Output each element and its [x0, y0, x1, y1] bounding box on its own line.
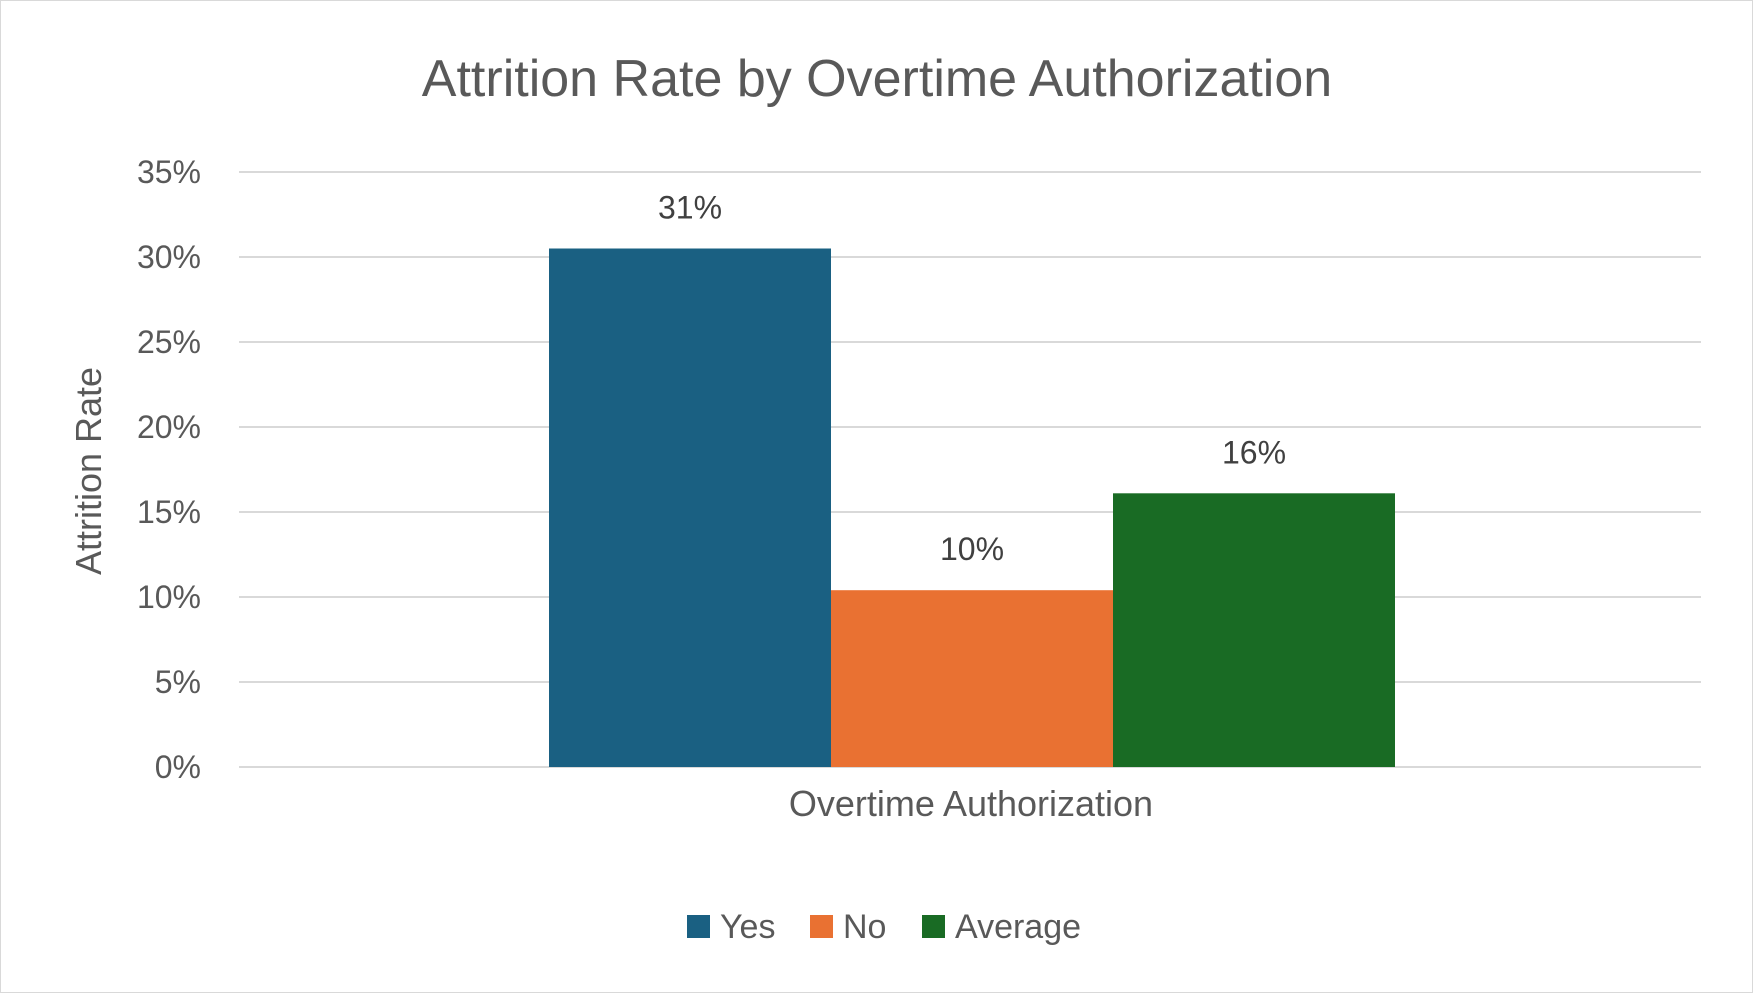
legend-label-no: No — [843, 908, 886, 946]
bar-yes — [549, 248, 831, 767]
y-tick-label: 25% — [137, 324, 201, 360]
data-label-yes: 31% — [658, 190, 722, 226]
legend-label-yes: Yes — [720, 908, 775, 946]
legend-swatch-no — [810, 915, 833, 938]
y-tick-label: 5% — [155, 664, 201, 700]
y-tick-label: 10% — [137, 579, 201, 615]
data-label-average: 16% — [1222, 434, 1286, 470]
bar-average — [1113, 493, 1395, 767]
legend-swatch-average — [922, 915, 945, 938]
y-tick-label: 0% — [155, 749, 201, 785]
chart-title: Attrition Rate by Overtime Authorization — [422, 50, 1332, 108]
y-axis-title: Attrition Rate — [68, 367, 109, 575]
y-tick-label: 35% — [137, 154, 201, 190]
bar-no — [831, 590, 1113, 767]
data-labels: 31% 10% 16% — [658, 190, 1286, 568]
data-label-no: 10% — [940, 531, 1004, 567]
bars — [549, 248, 1395, 767]
y-tick-label: 30% — [137, 239, 201, 275]
x-axis-title: Overtime Authorization — [789, 783, 1153, 824]
y-axis-ticks: 0% 5% 10% 15% 20% 25% 30% 35% — [137, 154, 201, 785]
legend-swatch-yes — [687, 915, 710, 938]
y-tick-label: 20% — [137, 409, 201, 445]
legend-label-average: Average — [955, 908, 1081, 946]
y-tick-label: 15% — [137, 494, 201, 530]
legend: Yes No Average — [687, 908, 1081, 946]
